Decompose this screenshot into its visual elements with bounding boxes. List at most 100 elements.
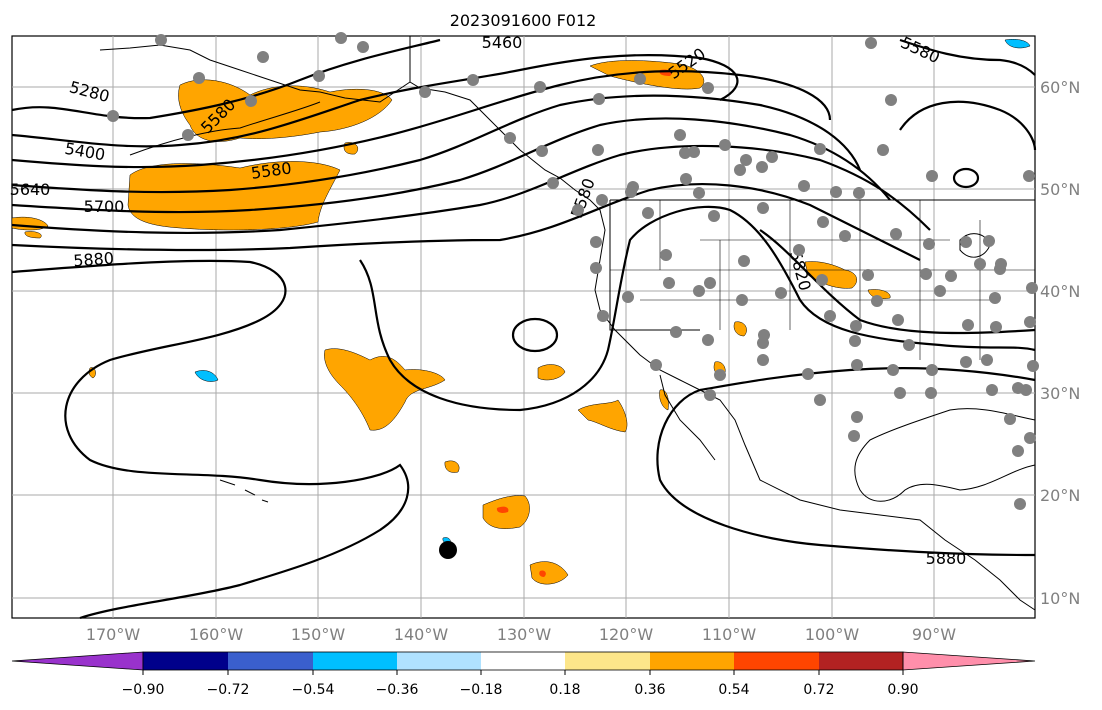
contour-label: 5460 (482, 33, 523, 52)
station-marker (593, 93, 605, 105)
station-marker (182, 129, 194, 141)
station-marker (590, 262, 602, 274)
station-marker-black (439, 541, 457, 559)
station-marker (756, 161, 768, 173)
latitude-label: 50°N (1040, 180, 1080, 199)
colorbar-segment (397, 652, 481, 670)
station-marker (1026, 282, 1038, 294)
station-marker (592, 144, 604, 156)
state-borders (610, 200, 1035, 360)
station-marker (894, 387, 906, 399)
station-marker (740, 154, 752, 166)
longitude-label: 150°W (291, 625, 346, 644)
station-marker (714, 369, 726, 381)
colorbar-segment (481, 652, 565, 670)
station-marker (1020, 384, 1032, 396)
station-marker (814, 143, 826, 155)
station-marker (920, 268, 932, 280)
longitude-label: 100°W (805, 625, 860, 644)
colorbar-tick-label: 0.54 (718, 682, 749, 698)
station-marker (989, 292, 1001, 304)
station-marker (871, 295, 883, 307)
latitude-label: 20°N (1040, 486, 1080, 505)
station-marker (887, 364, 899, 376)
station-marker (597, 310, 609, 322)
station-marker (793, 244, 805, 256)
station-marker (853, 187, 865, 199)
station-marker (467, 74, 479, 86)
map-title: 2023091600 F012 (450, 11, 597, 30)
longitude-labels: 170°W 160°W 150°W 140°W 130°W 120°W 110°W 100°W… (86, 625, 956, 644)
station-marker (702, 334, 714, 346)
contour-label: 5640 (10, 180, 51, 199)
station-marker (704, 277, 716, 289)
station-marker (719, 139, 731, 151)
station-marker (1024, 432, 1036, 444)
colorbar-segment (650, 652, 734, 670)
station-marker (816, 274, 828, 286)
contour-labels: 5460 5520 5280 5400 5580 5700 5640 5880 … (10, 33, 967, 568)
station-marker (850, 320, 862, 332)
station-marker (335, 32, 347, 44)
station-marker (994, 263, 1006, 275)
station-marker (622, 291, 634, 303)
station-marker (960, 236, 972, 248)
station-marker (693, 187, 705, 199)
station-marker (926, 170, 938, 182)
station-marker (357, 41, 369, 53)
station-marker (663, 277, 675, 289)
colorbar-tick-label: −0.54 (292, 682, 335, 698)
height-contours (11, 38, 1037, 620)
station-marker (990, 321, 1002, 333)
station-marker (596, 194, 608, 206)
station-marker (817, 216, 829, 228)
station-marker (885, 94, 897, 106)
colorbar-tick-label: 0.36 (634, 682, 665, 698)
colorbar-extend-right (902, 651, 1036, 671)
station-marker (986, 384, 998, 396)
longitude-label: 130°W (497, 625, 552, 644)
station-marker (775, 287, 787, 299)
colorbar-tick-label: 0.72 (803, 682, 834, 698)
coastlines (99, 36, 1036, 611)
station-marker (962, 319, 974, 331)
station-marker (923, 238, 935, 250)
station-marker (704, 389, 716, 401)
station-marker (1023, 170, 1035, 182)
station-marker (849, 335, 861, 347)
station-marker (734, 164, 746, 176)
station-marker (877, 144, 889, 156)
station-marker (572, 204, 584, 216)
station-marker (925, 387, 937, 399)
station-marker (642, 207, 654, 219)
station-marker (839, 230, 851, 242)
station-marker (738, 255, 750, 267)
station-marker (1012, 445, 1024, 457)
station-marker (851, 411, 863, 423)
station-marker (1004, 413, 1016, 425)
longitude-label: 140°W (394, 625, 449, 644)
station-marker (824, 310, 836, 322)
station-marker (634, 73, 646, 85)
longitude-label: 170°W (86, 625, 141, 644)
station-marker (1027, 360, 1039, 372)
station-marker (419, 86, 431, 98)
colorbar-segment (565, 652, 650, 670)
longitude-label: 160°W (189, 625, 244, 644)
station-marker (926, 364, 938, 376)
station-markers (107, 32, 1039, 510)
station-marker (679, 147, 691, 159)
colorbar-tick-label: 0.18 (549, 682, 580, 698)
station-marker (702, 82, 714, 94)
colorbar-segment (313, 652, 397, 670)
station-marker (983, 235, 995, 247)
station-marker (688, 146, 700, 158)
station-marker (693, 285, 705, 297)
station-marker (802, 368, 814, 380)
station-marker (757, 354, 769, 366)
station-marker (660, 249, 672, 261)
colorbar-tick-label: −0.90 (122, 682, 165, 698)
longitude-label: 120°W (599, 625, 654, 644)
station-marker (890, 228, 902, 240)
station-marker (960, 356, 972, 368)
